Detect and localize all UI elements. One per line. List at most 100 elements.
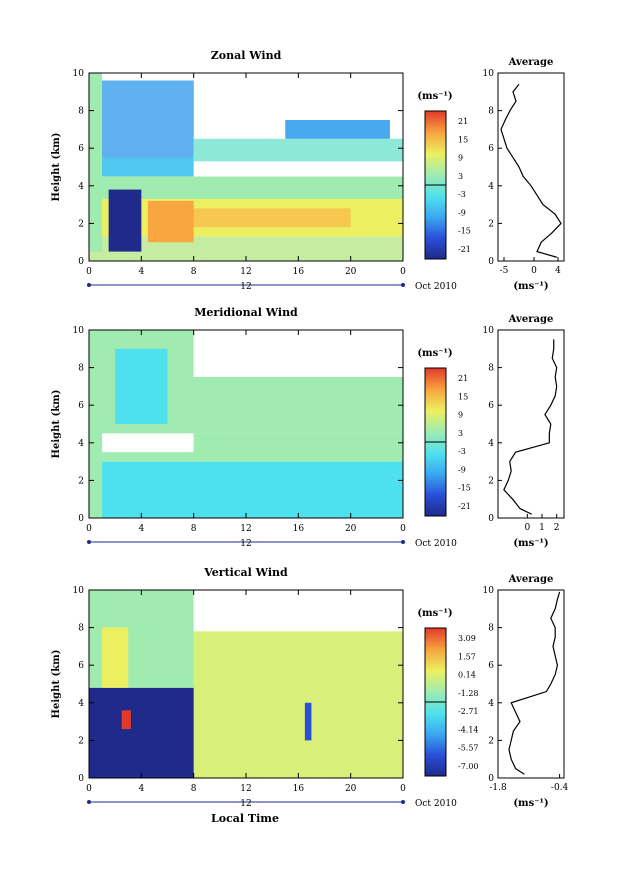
heatmap-cell [102,627,129,688]
colorbar-tick-label: 3.09 [458,634,476,643]
heatmap-cell [304,702,312,741]
avg-x-tick-label: 0 [524,523,530,533]
average-unit: (ms⁻¹) [513,798,548,809]
x-tick-label: 4 [138,784,144,794]
heatmap-cell [147,200,194,243]
date-marker [401,800,405,804]
x-tick-label: 20 [345,267,357,277]
colorbar-tick-label: -9 [458,208,466,217]
avg-y-tick-label: 0 [488,514,494,524]
avg-y-tick-label: 2 [488,219,494,229]
average-title: Average [508,314,554,325]
heatmap-cell [102,80,194,158]
x-tick-label: 12 [240,524,251,534]
colorbar-tick-label: -3 [458,447,466,456]
heatmap-cell [89,461,403,518]
colorbar-unit: (ms⁻¹) [417,91,452,102]
heatmap-cell [108,189,142,252]
panel-title: Vertical Wind [203,566,288,579]
colorbar-tick-label: 15 [458,135,468,144]
y-tick-label: 4 [78,699,84,709]
average-profile-line [503,339,558,515]
x-tick-label: 20 [345,784,357,794]
avg-y-tick-label: 8 [488,364,494,374]
heatmap-cell [89,687,194,778]
heatmap-cell [89,73,103,252]
x-tick-label: 16 [293,267,305,277]
date-suffix: Oct 2010 [415,282,457,292]
average-profile-line [508,591,561,775]
avg-y-tick-label: 10 [483,69,495,79]
x-tick-label: 12 [240,784,251,794]
average-unit: (ms⁻¹) [513,538,548,549]
avg-x-tick-label: 1 [539,523,545,533]
heatmap-cell [121,710,131,730]
avg-y-tick-label: 10 [483,326,495,336]
colorbar-tick-label: -7.00 [458,762,479,771]
x-tick-label: 4 [138,524,144,534]
average-unit: (ms⁻¹) [513,281,548,292]
colorbar-tick-label: 21 [458,117,468,126]
date-marker [87,283,91,287]
avg-y-tick-label: 0 [488,257,494,267]
average-frame [497,72,565,262]
y-tick-label: 6 [78,661,84,671]
colorbar-unit: (ms⁻¹) [417,348,452,359]
date-label: 12 [240,282,251,292]
y-tick-label: 8 [78,624,84,634]
heatmap-cell [193,590,403,632]
average-title: Average [508,574,554,585]
date-suffix: Oct 2010 [415,799,457,809]
avg-x-tick-label: -1.8 [489,783,507,793]
colorbar-tick-label: 1.57 [458,652,476,661]
avg-y-tick-label: 2 [488,736,494,746]
colorbar-tick-label: -4.14 [458,725,479,734]
heatmap-cell [89,176,403,199]
colorbar-tick-label: -21 [458,502,471,511]
avg-y-tick-label: 6 [488,401,494,411]
panel-title: Zonal Wind [211,49,282,62]
y-tick-label: 2 [78,736,84,746]
avg-y-tick-label: 8 [488,107,494,117]
x-tick-label: 0 [400,784,406,794]
x-tick-label: 20 [345,524,357,534]
avg-y-tick-label: 0 [488,774,494,784]
panel-title: Meridional Wind [194,306,298,319]
y-tick-label: 6 [78,401,84,411]
y-axis-label: Height (km) [51,390,62,459]
colorbar-tick-label: -15 [458,484,471,493]
colorbar-tick-label: -21 [458,245,471,254]
avg-x-tick-label: 4 [555,266,561,276]
x-tick-label: 16 [293,524,305,534]
date-marker [87,540,91,544]
y-tick-label: 6 [78,144,84,154]
colorbar-tick-label: -5.57 [458,744,479,753]
avg-x-tick-label: -5 [500,266,509,276]
x-tick-label: 0 [400,524,406,534]
heatmap-cell [102,433,194,453]
y-tick-label: 8 [78,107,84,117]
avg-y-tick-label: 8 [488,624,494,634]
date-marker [87,800,91,804]
colorbar-tick-label: -1.28 [458,689,479,698]
x-axis-label: Local Time [211,812,279,825]
colorbar-tick-label: -9 [458,465,466,474]
colorbar-tick-label: 21 [458,374,468,383]
average-frame [497,589,565,779]
y-tick-label: 0 [78,257,84,267]
avg-y-tick-label: 4 [488,439,494,449]
date-marker [401,540,405,544]
y-axis-label: Height (km) [51,133,62,202]
y-tick-label: 4 [78,439,84,449]
average-profile-line [500,83,562,258]
y-tick-label: 10 [73,586,85,596]
avg-y-tick-label: 4 [488,699,494,709]
avg-y-tick-label: 6 [488,661,494,671]
avg-x-tick-label: -0.4 [551,783,569,793]
colorbar-tick-label: 3 [458,172,463,181]
date-label: 12 [240,799,251,809]
x-tick-label: 0 [86,524,92,534]
y-axis-label: Height (km) [51,650,62,719]
